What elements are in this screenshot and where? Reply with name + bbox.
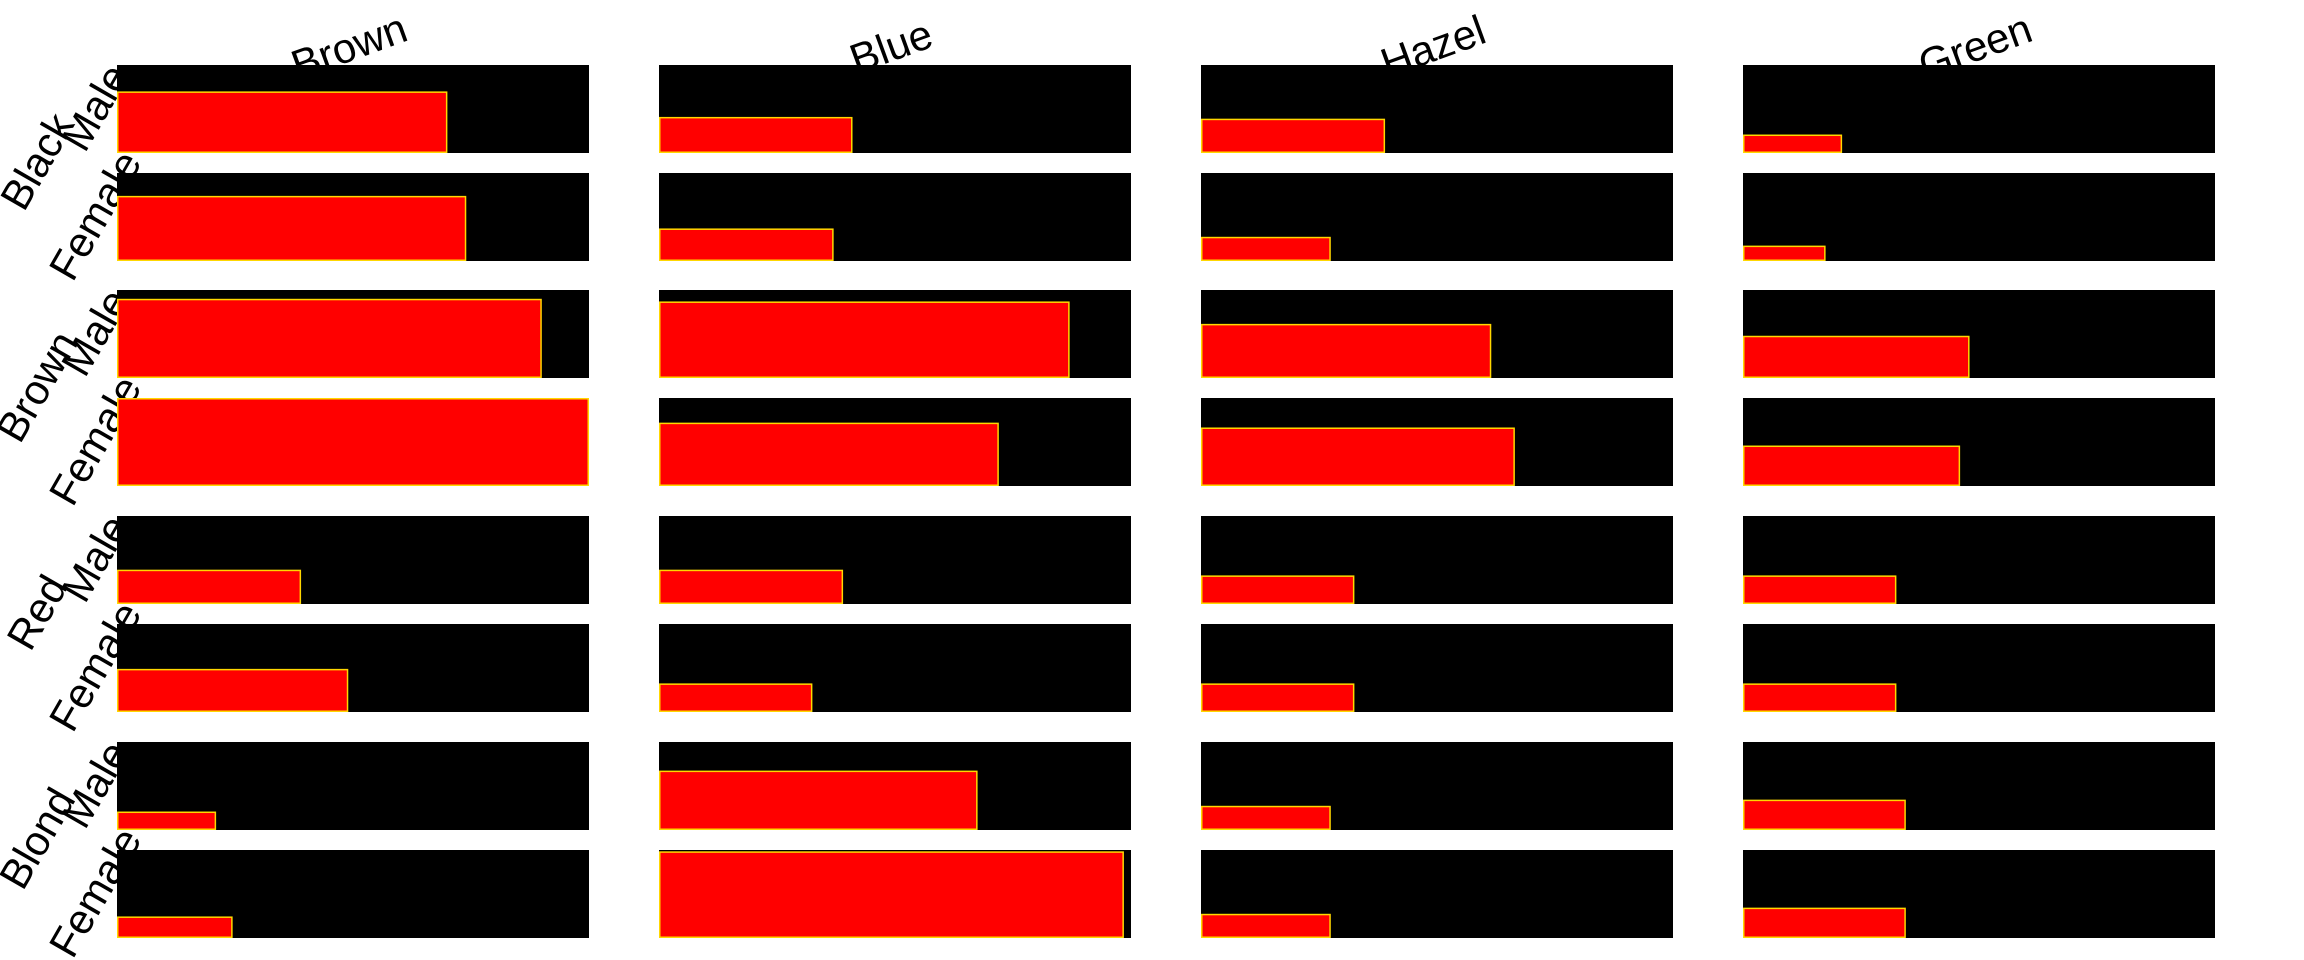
bar-red-female-green <box>1743 683 1897 713</box>
bar-brown-female-hazel <box>1201 427 1515 487</box>
bar-brown-female-brown <box>117 398 589 486</box>
bar-brown-female-blue <box>659 422 999 487</box>
bar-blond-male-green <box>1743 799 1906 831</box>
bar-black-female-brown <box>117 195 467 262</box>
bar-blond-male-hazel <box>1201 805 1331 830</box>
bar-brown-female-green <box>1743 445 1961 486</box>
bar-red-male-blue <box>659 569 844 604</box>
bar-black-male-brown <box>117 91 448 153</box>
bar-brown-male-blue <box>659 301 1070 378</box>
bar-black-female-green <box>1743 245 1826 262</box>
bar-red-female-blue <box>659 683 813 713</box>
bar-blond-male-blue <box>659 770 978 830</box>
bar-blond-female-hazel <box>1201 913 1331 938</box>
bar-brown-male-green <box>1743 335 1970 379</box>
panels <box>117 65 2215 939</box>
bar-blond-female-blue <box>659 851 1124 939</box>
bar-black-female-blue <box>659 228 834 262</box>
bar-blond-female-brown <box>117 916 233 939</box>
bar-red-female-hazel <box>1201 683 1355 713</box>
bar-black-male-green <box>1743 134 1843 154</box>
bar-black-female-hazel <box>1201 236 1331 262</box>
bar-red-male-green <box>1743 575 1897 605</box>
bar-black-male-blue <box>659 116 853 153</box>
bar-brown-male-brown <box>117 298 542 378</box>
bar-blond-female-green <box>1743 907 1906 939</box>
bar-red-male-brown <box>117 569 302 604</box>
bar-blond-male-brown <box>117 811 217 831</box>
bar-red-female-brown <box>117 668 349 713</box>
bar-black-male-hazel <box>1201 118 1386 153</box>
bar-brown-male-hazel <box>1201 323 1492 379</box>
bar-red-male-hazel <box>1201 575 1355 605</box>
